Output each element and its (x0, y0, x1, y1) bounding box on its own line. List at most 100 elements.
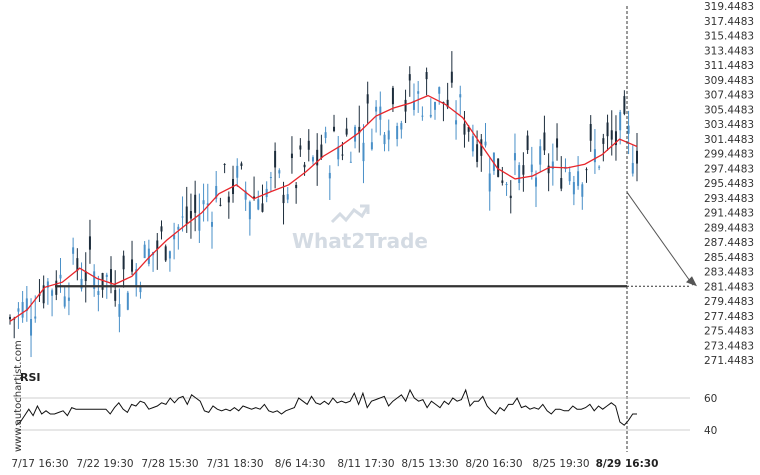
candle-body (278, 170, 281, 174)
candle-body (593, 149, 596, 163)
candle-body (215, 185, 218, 199)
candle-body (425, 72, 428, 80)
price-tick-label: 299.4483 (704, 149, 754, 161)
candle-body (509, 195, 512, 199)
candle-body (492, 152, 495, 171)
candle-body (589, 124, 592, 141)
candle-body (122, 255, 125, 270)
candle-body (181, 216, 184, 218)
rsi-label-40: 40 (704, 425, 717, 437)
candle-body (311, 157, 314, 162)
candle-body (72, 247, 75, 254)
candle-body (105, 274, 108, 277)
candle-body (362, 142, 365, 162)
candle-body (501, 180, 504, 183)
time-tick-label: 7/17 16:30 (11, 458, 68, 470)
candle-body (194, 194, 197, 213)
price-tick-label: 305.4483 (704, 104, 754, 116)
candle-body (160, 226, 163, 232)
candle-body (131, 259, 134, 272)
candle-body (139, 286, 142, 293)
candle-body (17, 308, 20, 312)
time-tick-label: 8/6 14:30 (275, 458, 326, 470)
candle-body (101, 272, 104, 290)
candle-body (581, 184, 584, 197)
candle-body (299, 145, 302, 150)
candle-body (598, 166, 601, 168)
candle-body (34, 316, 37, 319)
candle-body (551, 161, 554, 170)
candle-body (219, 204, 222, 206)
candle-body (438, 87, 441, 94)
autochartist-credit: www.autochartist.com (13, 340, 24, 452)
moving-average-line (9, 94, 638, 322)
candle-body (370, 142, 373, 150)
forecast-arrowhead (686, 276, 697, 287)
price-tick-label: 281.4483 (704, 281, 754, 293)
candle-body (210, 221, 213, 227)
candle-body (434, 101, 437, 110)
candle-body (400, 123, 403, 130)
price-tick-label: 307.4483 (704, 90, 754, 102)
candle-body (202, 200, 205, 205)
candle-body (21, 302, 24, 318)
candle-body (539, 146, 542, 165)
rsi-title: RSI (20, 371, 41, 384)
price-tick-label: 303.4483 (704, 119, 754, 131)
time-tick-label: 8/25 19:30 (532, 458, 589, 470)
candle-body (412, 100, 415, 110)
candle-body (46, 281, 49, 288)
candle-body (143, 244, 146, 259)
candle-body (135, 269, 138, 286)
candle-body (93, 271, 96, 289)
candle-body (147, 248, 150, 264)
candle-body (118, 304, 121, 317)
time-tick-label: 8/29 16:30 (596, 458, 659, 470)
candle-body (316, 149, 319, 166)
candle-body (471, 136, 474, 152)
candle-body (513, 153, 516, 161)
price-tick-label: 313.4483 (704, 45, 754, 57)
candle-body (223, 163, 226, 165)
candle-body (627, 125, 630, 134)
candle-body (248, 201, 251, 220)
candle-body (379, 106, 382, 120)
price-tick-label: 277.4483 (704, 311, 754, 323)
candle-body (341, 154, 344, 156)
candle-body (59, 274, 62, 279)
candle-body (526, 135, 529, 151)
candle-body (307, 140, 310, 150)
price-tick-label: 273.4483 (704, 340, 754, 352)
candle-body (76, 258, 79, 271)
time-tick-label: 7/28 15:30 (141, 458, 198, 470)
candles (9, 51, 638, 358)
candle-body (572, 182, 575, 195)
candle-body (556, 138, 559, 148)
price-tick-label: 285.4483 (704, 252, 754, 264)
candle-body (547, 165, 550, 174)
candle-body (25, 298, 28, 312)
candle-body (30, 319, 33, 336)
candle-body (518, 165, 521, 183)
candle-body (358, 126, 361, 134)
candle-body (614, 131, 617, 146)
price-tick-label: 295.4483 (704, 178, 754, 190)
forecast-arrow (626, 191, 694, 286)
price-tick-label: 301.4483 (704, 134, 754, 146)
candle-body (345, 128, 348, 135)
candle-body (253, 196, 256, 199)
candle-body (9, 316, 11, 320)
price-axis: 319.4483 317.4483 315.4483 313.4483 311.4483… (704, 1, 754, 367)
candle-body (619, 112, 622, 131)
candle-body (375, 106, 378, 112)
candle-body (476, 144, 479, 162)
candle-body (535, 177, 538, 187)
candle-body (168, 251, 171, 259)
candle-body (286, 194, 289, 200)
candle-body (185, 206, 188, 224)
candle-body (282, 194, 285, 204)
price-tick-label: 315.4483 (704, 31, 754, 43)
candle-body (366, 94, 369, 104)
candle-body (446, 99, 449, 108)
candle-body (577, 171, 580, 186)
